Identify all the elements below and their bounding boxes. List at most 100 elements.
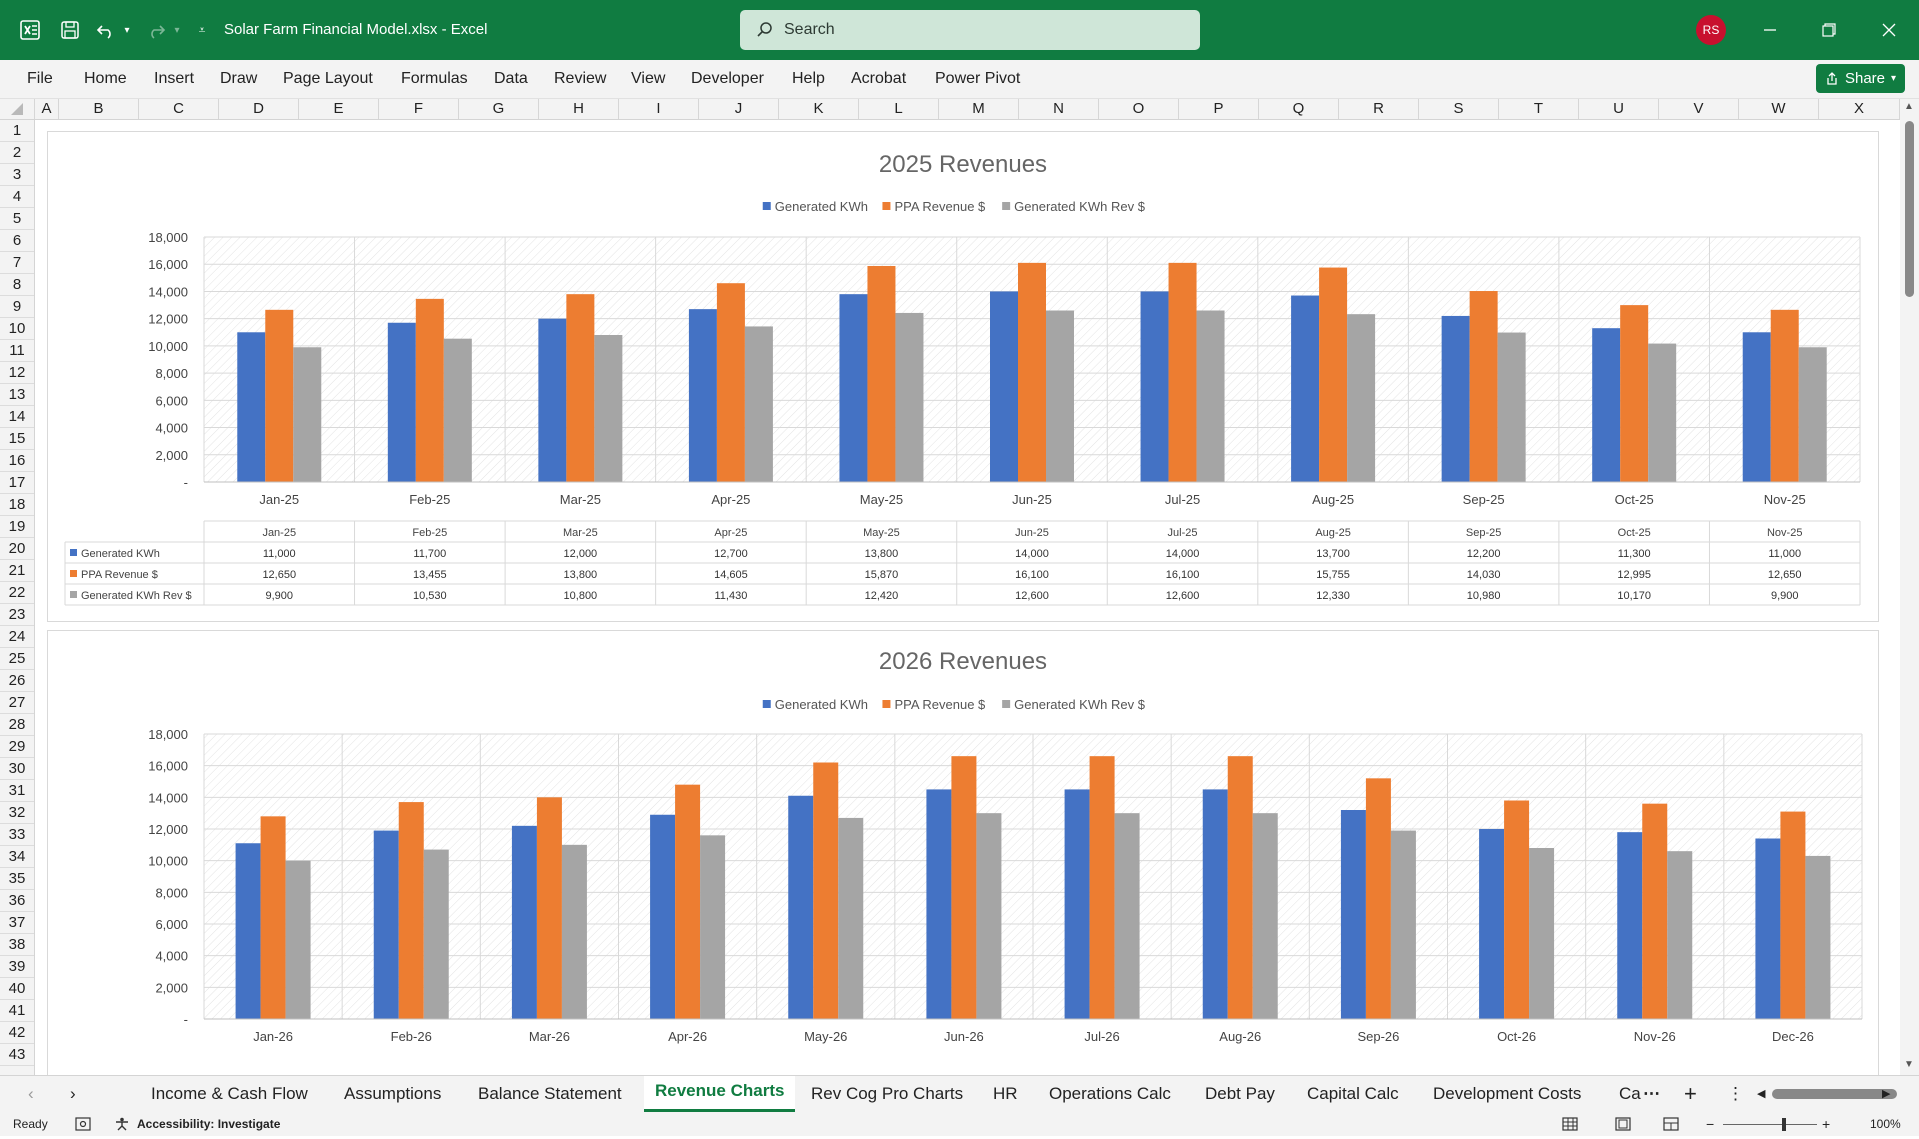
row-header[interactable]: 42 [0,1022,34,1044]
tab-home[interactable]: Home [84,70,127,87]
row-header[interactable]: 25 [0,648,34,670]
chart-2026-revenues[interactable]: 2026 Revenues Generated KWh PPA Revenue $ G… [47,630,1879,1075]
column-header[interactable]: U [1579,99,1659,119]
search-box[interactable]: Search [740,10,1200,50]
row-header[interactable]: 19 [0,516,34,538]
sheet-tab[interactable]: Assumptions [344,1084,442,1103]
column-header[interactable]: R [1339,99,1419,119]
column-header[interactable]: P [1179,99,1259,119]
zoom-out-icon[interactable]: − [1706,1116,1715,1132]
row-header[interactable]: 11 [0,340,34,362]
options-menu-icon[interactable]: ⋮ [1727,1084,1744,1103]
row-header[interactable]: 43 [0,1044,34,1066]
tab-formulas[interactable]: Formulas [401,70,468,87]
save-icon[interactable] [56,0,84,60]
row-header[interactable]: 27 [0,692,34,714]
sheet-tab[interactable]: Development Costs [1433,1084,1582,1103]
column-header[interactable]: A [35,99,59,119]
column-header[interactable]: S [1419,99,1499,119]
column-header[interactable]: H [539,99,619,119]
row-header[interactable]: 10 [0,318,34,340]
sheet-tab[interactable]: Rev Cog Pro Charts [811,1084,964,1103]
accessibility-status[interactable]: Accessibility: Investigate [137,1117,281,1131]
column-header[interactable]: W [1739,99,1819,119]
normal-view-icon[interactable] [1562,1112,1578,1136]
close-icon[interactable] [1868,0,1910,60]
row-header[interactable]: 12 [0,362,34,384]
tab-scroll-left-icon[interactable]: ‹ [28,1084,34,1103]
zoom-slider-track[interactable] [1723,1124,1817,1125]
row-header[interactable]: 24 [0,626,34,648]
row-header[interactable]: 39 [0,956,34,978]
row-header[interactable]: 17 [0,472,34,494]
row-header[interactable]: 22 [0,582,34,604]
minimize-icon[interactable] [1750,0,1790,60]
page-break-view-icon[interactable] [1663,1112,1679,1136]
row-header[interactable]: 28 [0,714,34,736]
row-header[interactable]: 34 [0,846,34,868]
row-header[interactable]: 3 [0,164,34,186]
row-header[interactable]: 32 [0,802,34,824]
sheet-tab[interactable]: Debt Pay [1205,1084,1275,1103]
column-header[interactable]: K [779,99,859,119]
tab-help[interactable]: Help [792,70,825,87]
row-header[interactable]: 40 [0,978,34,1000]
tab-power-pivot[interactable]: Power Pivot [935,70,1021,87]
vertical-scrollbar[interactable]: ▲ ▼ [1900,99,1919,1075]
column-header[interactable]: M [939,99,1019,119]
hscroll-right-icon[interactable]: ▶ [1882,1088,1891,1100]
row-header[interactable]: 37 [0,912,34,934]
column-header[interactable]: O [1099,99,1179,119]
accessibility-icon[interactable] [114,1112,130,1136]
sheet-tab[interactable]: Income & Cash Flow [151,1084,308,1103]
row-header[interactable]: 7 [0,252,34,274]
row-header[interactable]: 20 [0,538,34,560]
column-header[interactable]: V [1659,99,1739,119]
row-header[interactable]: 16 [0,450,34,472]
undo-dropdown-icon[interactable]: ▾ [124,24,130,36]
sheet-tab[interactable]: Capital Calc [1307,1084,1399,1103]
column-header[interactable]: G [459,99,539,119]
row-header[interactable]: 21 [0,560,34,582]
horizontal-scrollbar-thumb[interactable] [1772,1089,1897,1099]
tab-draw[interactable]: Draw [220,70,258,87]
zoom-level[interactable]: 100% [1870,1117,1901,1131]
chart-2025-revenues[interactable]: 2025 Revenues Generated KWh PPA Revenue $ G… [47,131,1879,622]
scroll-up-icon[interactable]: ▲ [1904,101,1914,112]
column-header[interactable]: F [379,99,459,119]
scroll-down-icon[interactable]: ▼ [1904,1059,1914,1070]
row-header[interactable]: 18 [0,494,34,516]
worksheet-grid[interactable]: 2025 Revenues Generated KWh PPA Revenue $ G… [35,120,1900,1075]
redo-dropdown-icon[interactable]: ▾ [174,24,180,36]
column-header[interactable]: X [1819,99,1900,119]
column-header[interactable]: B [59,99,139,119]
customize-toolbar-icon[interactable]: ⩡ [198,22,206,37]
macro-recording-icon[interactable] [75,1112,91,1136]
row-header[interactable]: 5 [0,208,34,230]
column-header[interactable]: D [219,99,299,119]
tab-file[interactable]: File [27,70,53,87]
add-sheet-icon[interactable]: + [1684,1081,1697,1106]
tab-acrobat[interactable]: Acrobat [851,70,907,87]
zoom-slider-thumb[interactable] [1782,1118,1786,1131]
sheet-tab[interactable]: Operations Calc [1049,1084,1171,1103]
share-button[interactable]: Share ▾ [1816,64,1905,93]
avatar[interactable]: RS [1696,15,1726,45]
row-header[interactable]: 13 [0,384,34,406]
column-header[interactable]: L [859,99,939,119]
row-header[interactable]: 23 [0,604,34,626]
undo-icon[interactable] [92,0,120,60]
tab-developer[interactable]: Developer [691,70,764,87]
row-header[interactable]: 6 [0,230,34,252]
restore-icon[interactable] [1808,0,1850,60]
tab-review[interactable]: Review [554,70,607,87]
sheet-tab[interactable]: HR [993,1084,1018,1103]
row-header[interactable]: 2 [0,142,34,164]
column-header[interactable]: N [1019,99,1099,119]
row-header[interactable]: 26 [0,670,34,692]
zoom-in-icon[interactable]: + [1822,1116,1831,1132]
page-layout-view-icon[interactable] [1615,1112,1631,1136]
row-header[interactable]: 38 [0,934,34,956]
tab-page-layout[interactable]: Page Layout [283,70,373,87]
row-header[interactable]: 36 [0,890,34,912]
